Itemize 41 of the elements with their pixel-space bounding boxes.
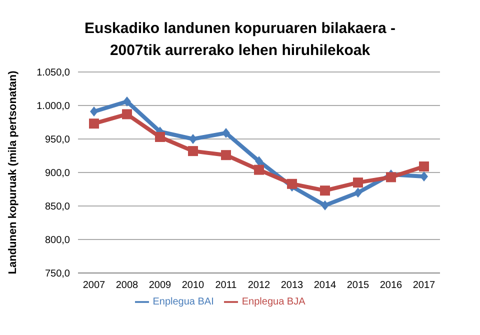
y-tick-label: 750,0	[44, 268, 70, 280]
point	[221, 150, 231, 160]
x-tick-label: 2010	[182, 280, 205, 292]
point	[287, 178, 297, 189]
point	[419, 161, 429, 172]
chart-title: Euskadiko landunen kopuruaren bilakaera - 2007tik aurrerako lehen hiruhilekoak	[84, 19, 396, 61]
point	[254, 164, 264, 175]
point	[320, 186, 330, 196]
point	[89, 118, 99, 129]
x-tick-label: 2011	[215, 280, 238, 292]
x-tick-label: 2013	[280, 280, 304, 292]
point	[222, 128, 230, 138]
legend-label: Enplegua BAI	[152, 296, 214, 308]
y-tick-label: 850,0	[44, 202, 70, 213]
point	[123, 96, 131, 106]
point	[90, 106, 98, 117]
x-tick-label: 2017	[412, 280, 436, 292]
point	[122, 109, 132, 120]
y-tick-label: 950,0	[44, 134, 70, 146]
point	[188, 146, 198, 156]
point	[353, 178, 363, 188]
x-tick-label: 2016	[380, 280, 403, 292]
point	[420, 172, 428, 182]
point	[354, 188, 362, 198]
y-tick-label: 800,0	[44, 235, 70, 246]
point	[189, 134, 197, 144]
point	[386, 172, 396, 182]
x-tick-label: 2012	[248, 280, 271, 292]
x-tick-label: 2007	[82, 280, 106, 292]
y-tick-label: 900,0	[44, 168, 70, 180]
point	[321, 200, 329, 210]
y-tick-label: 1.000,0	[36, 101, 70, 112]
y-tick-label: 1.050,0	[36, 68, 70, 79]
legend-label: Enplegua BJA	[242, 296, 306, 308]
point	[255, 156, 263, 166]
x-tick-label: 2014	[314, 280, 337, 292]
x-tick-label: 2008	[116, 280, 139, 292]
x-tick-label: 2015	[346, 280, 370, 292]
y-axis-title: Landunen kopuruak (mila pertsonatan)	[6, 70, 19, 274]
x-tick-label: 2009	[148, 280, 172, 292]
point	[155, 132, 165, 142]
